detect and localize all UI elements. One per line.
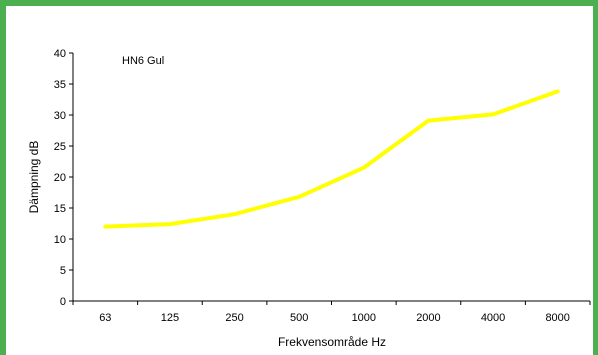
series-point — [557, 90, 559, 92]
series-point — [363, 167, 365, 169]
y-axis-title: Dämpning dB — [27, 141, 41, 214]
chart-annotation: HN6 Gul — [122, 55, 164, 67]
y-tick-label: 10 — [54, 234, 66, 246]
x-tick-label: 500 — [290, 312, 308, 324]
x-tick-label: 4000 — [481, 312, 505, 324]
y-tick-label: 40 — [54, 48, 66, 60]
x-tick-label: 63 — [99, 312, 111, 324]
series-point — [169, 223, 171, 225]
y-ticks: 0 5 10 15 20 25 30 35 40 — [54, 48, 73, 308]
series-layer — [103, 89, 560, 229]
x-tick-label: 8000 — [545, 312, 569, 324]
series-point — [104, 226, 106, 228]
series-point — [492, 113, 494, 115]
series-point — [427, 120, 429, 122]
y-tick-label: 25 — [54, 141, 66, 153]
x-tick-label: 125 — [161, 312, 179, 324]
frame-border-top — [0, 0, 598, 6]
x-tick-label: 250 — [225, 312, 243, 324]
series-point — [234, 213, 236, 215]
y-tick-label: 35 — [54, 79, 66, 91]
y-tick-label: 30 — [54, 110, 66, 122]
x-axis-title: Frekvensområde Hz — [278, 335, 386, 349]
series-line — [103, 89, 560, 229]
axes — [72, 53, 590, 302]
series-point — [298, 196, 300, 198]
y-tick-label: 5 — [60, 265, 66, 277]
frame-border-right — [593, 0, 598, 355]
y-tick-label: 0 — [60, 296, 66, 308]
x-tick-label: 2000 — [416, 312, 440, 324]
frame-border-left — [0, 0, 6, 355]
x-tick-label: 1000 — [352, 312, 376, 324]
y-tick-label: 20 — [54, 172, 66, 184]
y-tick-label: 15 — [54, 203, 66, 215]
x-ticks: 63 125 250 500 1000 2000 4000 8000 — [72, 301, 591, 324]
